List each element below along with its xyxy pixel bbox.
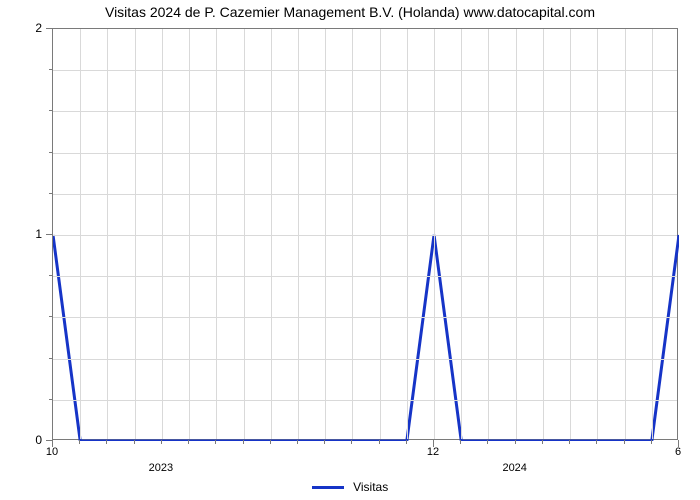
grid-line-v	[543, 29, 544, 439]
grid-line-v	[380, 29, 381, 439]
grid-line-v	[325, 29, 326, 439]
y-tick-label: 0	[24, 433, 42, 447]
x-tick-label: 6	[675, 446, 681, 458]
grid-line-h-minor	[53, 70, 677, 71]
x-minor-tick	[542, 440, 543, 444]
grid-line-v	[244, 29, 245, 439]
grid-line-v	[434, 29, 435, 439]
y-minor-tick	[49, 69, 52, 70]
grid-line-h	[53, 235, 677, 236]
y-minor-tick	[49, 110, 52, 111]
legend: Visitas	[0, 480, 700, 494]
x-minor-tick	[215, 440, 216, 444]
x-minor-tick	[406, 440, 407, 444]
x-minor-tick	[624, 440, 625, 444]
chart-title: Visitas 2024 de P. Cazemier Management B…	[0, 4, 700, 20]
y-minor-tick	[49, 358, 52, 359]
grid-line-v	[162, 29, 163, 439]
x-minor-tick	[460, 440, 461, 444]
x-minor-tick	[161, 440, 162, 444]
x-minor-tick	[351, 440, 352, 444]
chart-container: Visitas 2024 de P. Cazemier Management B…	[0, 0, 700, 500]
grid-line-h-minor	[53, 317, 677, 318]
x-tick-label: 10	[46, 446, 58, 458]
grid-line-v	[135, 29, 136, 439]
grid-line-v	[488, 29, 489, 439]
x-minor-tick	[270, 440, 271, 444]
x-minor-tick	[134, 440, 135, 444]
x-minor-tick	[569, 440, 570, 444]
grid-line-h-minor	[53, 359, 677, 360]
x-minor-tick	[596, 440, 597, 444]
legend-label: Visitas	[353, 480, 388, 494]
x-minor-tick	[243, 440, 244, 444]
y-minor-tick	[49, 399, 52, 400]
y-tick	[46, 28, 52, 29]
x-minor-tick	[515, 440, 516, 444]
legend-swatch	[312, 486, 344, 489]
grid-line-v	[597, 29, 598, 439]
grid-line-v	[570, 29, 571, 439]
grid-line-v	[516, 29, 517, 439]
x-minor-tick	[324, 440, 325, 444]
y-tick-label: 1	[24, 227, 42, 241]
y-tick-label: 2	[24, 21, 42, 35]
grid-line-v	[407, 29, 408, 439]
y-tick	[46, 234, 52, 235]
x-year-label: 2024	[502, 462, 526, 474]
x-minor-tick	[487, 440, 488, 444]
y-minor-tick	[49, 193, 52, 194]
grid-line-v	[461, 29, 462, 439]
x-minor-tick	[297, 440, 298, 444]
grid-line-h-minor	[53, 153, 677, 154]
grid-line-v	[189, 29, 190, 439]
x-year-label: 2023	[149, 462, 173, 474]
plot-area	[52, 28, 678, 440]
grid-line-h-minor	[53, 194, 677, 195]
grid-line-v	[298, 29, 299, 439]
x-minor-tick	[651, 440, 652, 444]
x-tick-label: 12	[427, 446, 439, 458]
x-minor-tick	[79, 440, 80, 444]
grid-line-v	[271, 29, 272, 439]
y-minor-tick	[49, 152, 52, 153]
y-minor-tick	[49, 275, 52, 276]
x-minor-tick	[106, 440, 107, 444]
grid-line-v	[107, 29, 108, 439]
grid-line-v	[652, 29, 653, 439]
grid-line-v	[352, 29, 353, 439]
x-minor-tick	[379, 440, 380, 444]
grid-line-h-minor	[53, 111, 677, 112]
y-minor-tick	[49, 316, 52, 317]
grid-line-h-minor	[53, 400, 677, 401]
grid-line-h-minor	[53, 276, 677, 277]
x-minor-tick	[188, 440, 189, 444]
grid-line-v	[80, 29, 81, 439]
grid-line-v	[216, 29, 217, 439]
series-line	[53, 235, 679, 441]
grid-line-v	[625, 29, 626, 439]
